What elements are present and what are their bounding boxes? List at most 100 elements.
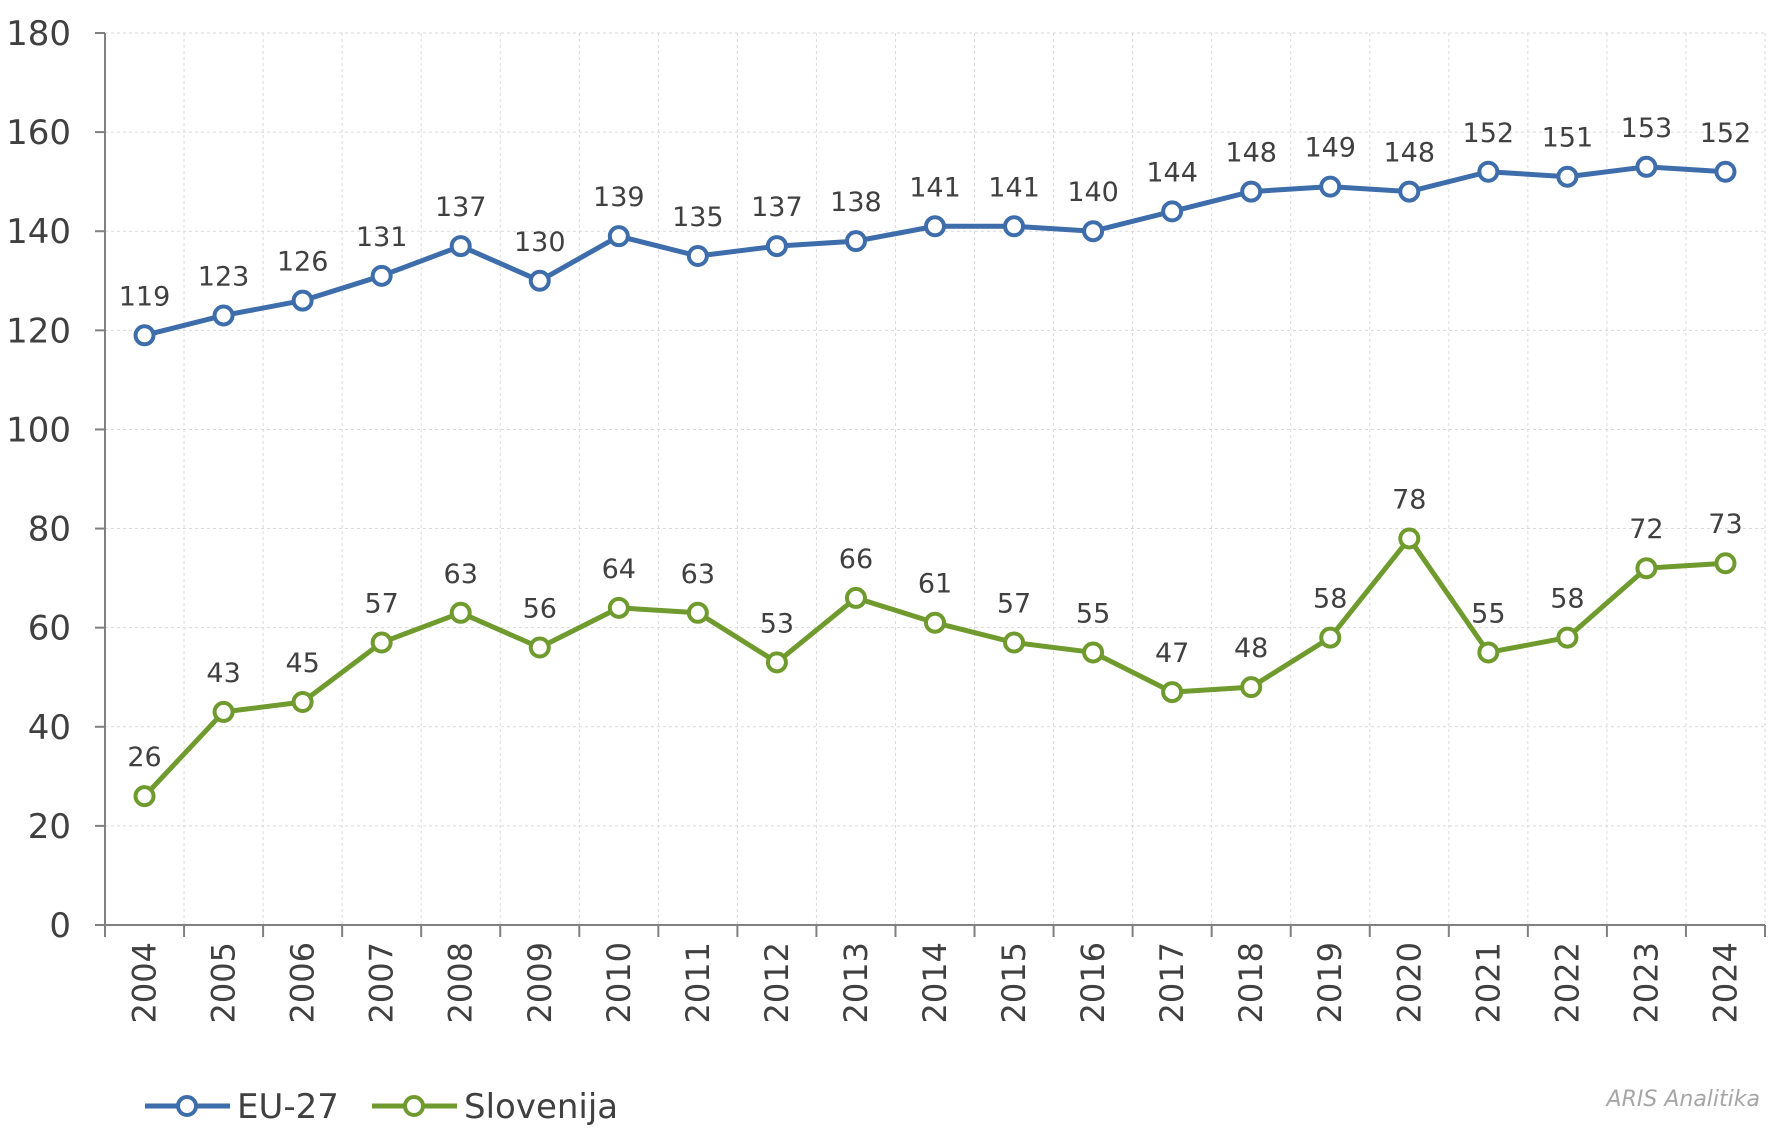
x-tick-label: 2022	[1548, 942, 1586, 1023]
data-point	[686, 601, 709, 624]
y-tick-label: 140	[6, 212, 71, 252]
data-label: 152	[1463, 118, 1515, 149]
data-label: 58	[1313, 584, 1347, 615]
data-point	[924, 215, 946, 238]
data-label: 57	[364, 589, 398, 620]
data-point	[1003, 215, 1026, 238]
data-label: 137	[751, 192, 803, 223]
x-tick-label: 2023	[1627, 942, 1665, 1023]
data-point	[1240, 676, 1263, 699]
data-label: 141	[909, 172, 961, 203]
data-point	[370, 264, 393, 287]
data-label: 135	[672, 202, 724, 233]
data-point	[1477, 160, 1500, 183]
y-tick-label: 60	[28, 609, 71, 649]
x-tick-label: 2018	[1232, 942, 1270, 1023]
y-tick-label: 80	[28, 510, 71, 550]
x-tick-label: 2017	[1153, 942, 1191, 1023]
series	[133, 155, 1737, 808]
data-label: 66	[839, 544, 873, 575]
data-label: 78	[1392, 484, 1426, 515]
data-label: 148	[1225, 138, 1277, 169]
data-point	[1477, 641, 1500, 664]
data-point	[1319, 175, 1342, 198]
x-tick-label: 2015	[995, 942, 1033, 1023]
data-point	[1161, 200, 1184, 223]
data-label: 119	[119, 281, 171, 312]
x-tick-label: 2019	[1311, 942, 1349, 1023]
data-point	[1714, 552, 1737, 575]
data-point	[1556, 165, 1579, 188]
data-point	[212, 700, 235, 723]
legend-label: Slovenija	[464, 1087, 618, 1127]
data-label: 151	[1542, 123, 1594, 154]
axes: 0 20 40 60 80 100 120 140 160 180 2004 2005 2006 2007…	[6, 14, 1766, 1023]
data-label: 64	[602, 554, 636, 585]
data-point	[1635, 155, 1658, 178]
data-point	[844, 230, 867, 253]
x-tick-label: 2020	[1390, 942, 1428, 1023]
legend-marker	[403, 1095, 425, 1117]
data-point	[765, 235, 788, 258]
data-label: 137	[435, 192, 487, 223]
data-label: 55	[1076, 598, 1110, 629]
data-point	[1240, 180, 1263, 203]
x-tick-label: 2004	[126, 942, 164, 1023]
data-point	[1398, 180, 1421, 203]
data-label: 43	[206, 658, 240, 689]
x-tick-label: 2009	[521, 942, 559, 1023]
data-point	[1556, 626, 1579, 649]
data-label: 131	[356, 222, 408, 253]
data-point	[1082, 641, 1105, 664]
data-label: 130	[514, 227, 566, 258]
x-tick-label: 2014	[916, 942, 954, 1023]
data-point	[765, 651, 788, 674]
data-point	[370, 631, 393, 654]
data-point	[1003, 631, 1026, 654]
data-label: 123	[198, 261, 250, 292]
x-tick-label: 2012	[758, 942, 796, 1023]
x-tick-label: 2024	[1706, 942, 1744, 1023]
data-point	[844, 586, 867, 609]
data-label: 72	[1629, 514, 1663, 545]
x-tick-label: 2008	[442, 942, 480, 1023]
data-point	[607, 225, 630, 248]
data-point	[449, 235, 472, 258]
data-label: 26	[127, 742, 161, 773]
data-point	[528, 636, 551, 659]
y-tick-label: 20	[28, 807, 71, 847]
data-point	[607, 596, 630, 619]
legend-item-slovenija: Slovenija	[372, 1087, 618, 1127]
data-point	[686, 245, 709, 267]
x-tick-label: 2013	[837, 942, 875, 1023]
grid	[105, 32, 1766, 925]
legend-marker	[176, 1095, 198, 1117]
data-point	[133, 785, 156, 808]
x-tick-label: 2007	[363, 942, 401, 1023]
data-label: 153	[1621, 113, 1673, 144]
data-point	[1319, 626, 1342, 649]
data-point	[924, 611, 946, 634]
data-label: 140	[1067, 177, 1119, 208]
data-label: 144	[1146, 157, 1198, 188]
legend-label: EU-27	[237, 1087, 339, 1127]
y-tick-label: 0	[49, 906, 71, 946]
y-tick-label: 180	[6, 14, 71, 54]
x-tick-label: 2010	[600, 942, 638, 1023]
data-label: 63	[681, 559, 715, 590]
y-tick-label: 160	[6, 113, 71, 153]
y-tick-label: 40	[28, 708, 71, 748]
data-point	[1398, 527, 1421, 550]
data-label: 138	[830, 187, 882, 218]
data-label: 47	[1155, 638, 1189, 669]
data-point	[449, 601, 472, 624]
data-label: 61	[918, 569, 952, 600]
x-tick-label: 2005	[205, 942, 243, 1023]
y-tick-label: 100	[6, 410, 71, 450]
data-label: 149	[1304, 133, 1356, 164]
data-label: 53	[760, 608, 794, 639]
data-point	[133, 324, 156, 347]
x-tick-label: 2011	[679, 942, 717, 1023]
data-label: 57	[997, 589, 1031, 620]
